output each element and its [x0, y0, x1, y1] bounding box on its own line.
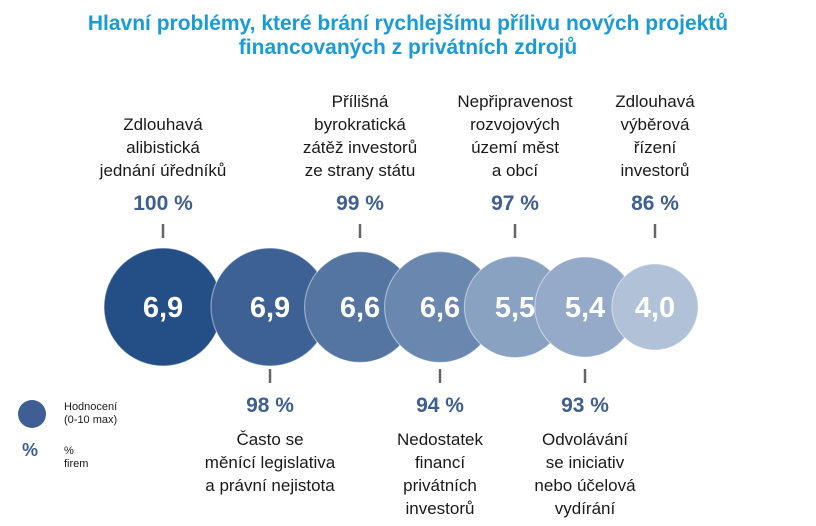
category-label-1-line-1: Zdlouhavá [123, 115, 203, 134]
bubble-value-1: 6,9 [143, 292, 183, 324]
category-label-7-line-2: výběrová [621, 115, 691, 134]
chart-title-line1: Hlavní problémy, které brání rychlejšímu… [87, 12, 729, 35]
category-label-3-line-4: ze strany státu [305, 161, 416, 180]
legend-rating-swatch [18, 400, 46, 428]
category-label-4-line-3: privátních [403, 476, 477, 495]
category-label-5-line-1: Nepřipravenost [457, 92, 573, 111]
category-label-5-line-2: rozvojových [470, 115, 560, 134]
category-label-2-line-2: měnící legislativa [205, 453, 336, 472]
category-label-1-line-2: alibistická [126, 138, 200, 157]
category-label-7-line-4: investorů [621, 161, 690, 180]
category-label-3-line-3: zátěž investorů [303, 138, 417, 157]
category-label-2-line-3: a právní nejistota [205, 476, 335, 495]
chart-title: Hlavní problémy, které brání rychlejšímu… [0, 12, 816, 60]
category-label-1-line-3: jednání úředníků [99, 161, 227, 180]
bubble-value-5: 5,5 [495, 292, 535, 324]
percent-5: 97 % [491, 192, 539, 215]
bubble-value-4: 6,6 [420, 292, 460, 324]
category-label-4-line-2: financí [415, 453, 465, 472]
category-label-4-line-4: investorů [406, 499, 475, 518]
category-label-7-line-3: řízení [634, 138, 677, 157]
legend-percent-symbol: % [22, 440, 39, 460]
percent-3: 99 % [336, 192, 384, 215]
percent-2: 98 % [246, 394, 294, 417]
category-label-2-line-1: Často se [236, 430, 303, 449]
bubble-7 [611, 263, 699, 351]
bubble-value-6: 5,4 [565, 292, 605, 324]
bubble-value-3: 6,6 [340, 292, 380, 324]
category-label-3-line-1: Přílišná [332, 92, 389, 111]
category-label-5-line-3: území měst [471, 138, 559, 157]
percent-4: 94 % [416, 394, 464, 417]
category-label-7-line-1: Zdlouhavá [615, 92, 695, 111]
percent-7: 86 % [631, 192, 679, 215]
category-label-4-line-1: Nedostatek [397, 430, 483, 449]
category-label-3-line-2: byrokratická [314, 115, 406, 134]
percent-1: 100 % [133, 192, 193, 215]
legend-rating-label: Hodnocení (0-10 max) [64, 401, 118, 426]
category-label-6-line-2: se iniciativ [546, 453, 625, 472]
category-label-6-line-1: Odvolávání [542, 430, 628, 449]
chart-title-line2: financovaných z privátních zdrojů [238, 36, 578, 59]
category-label-5-line-4: a obcí [492, 161, 539, 180]
category-label-6-line-3: nebo účelová [534, 476, 636, 495]
percent-6: 93 % [561, 394, 609, 417]
bubble-value-2: 6,9 [250, 292, 290, 324]
legend-percent-label: % firem [64, 445, 89, 470]
bubble-value-7: 4,0 [635, 292, 675, 324]
category-label-6-line-4: vydírání [555, 499, 616, 518]
